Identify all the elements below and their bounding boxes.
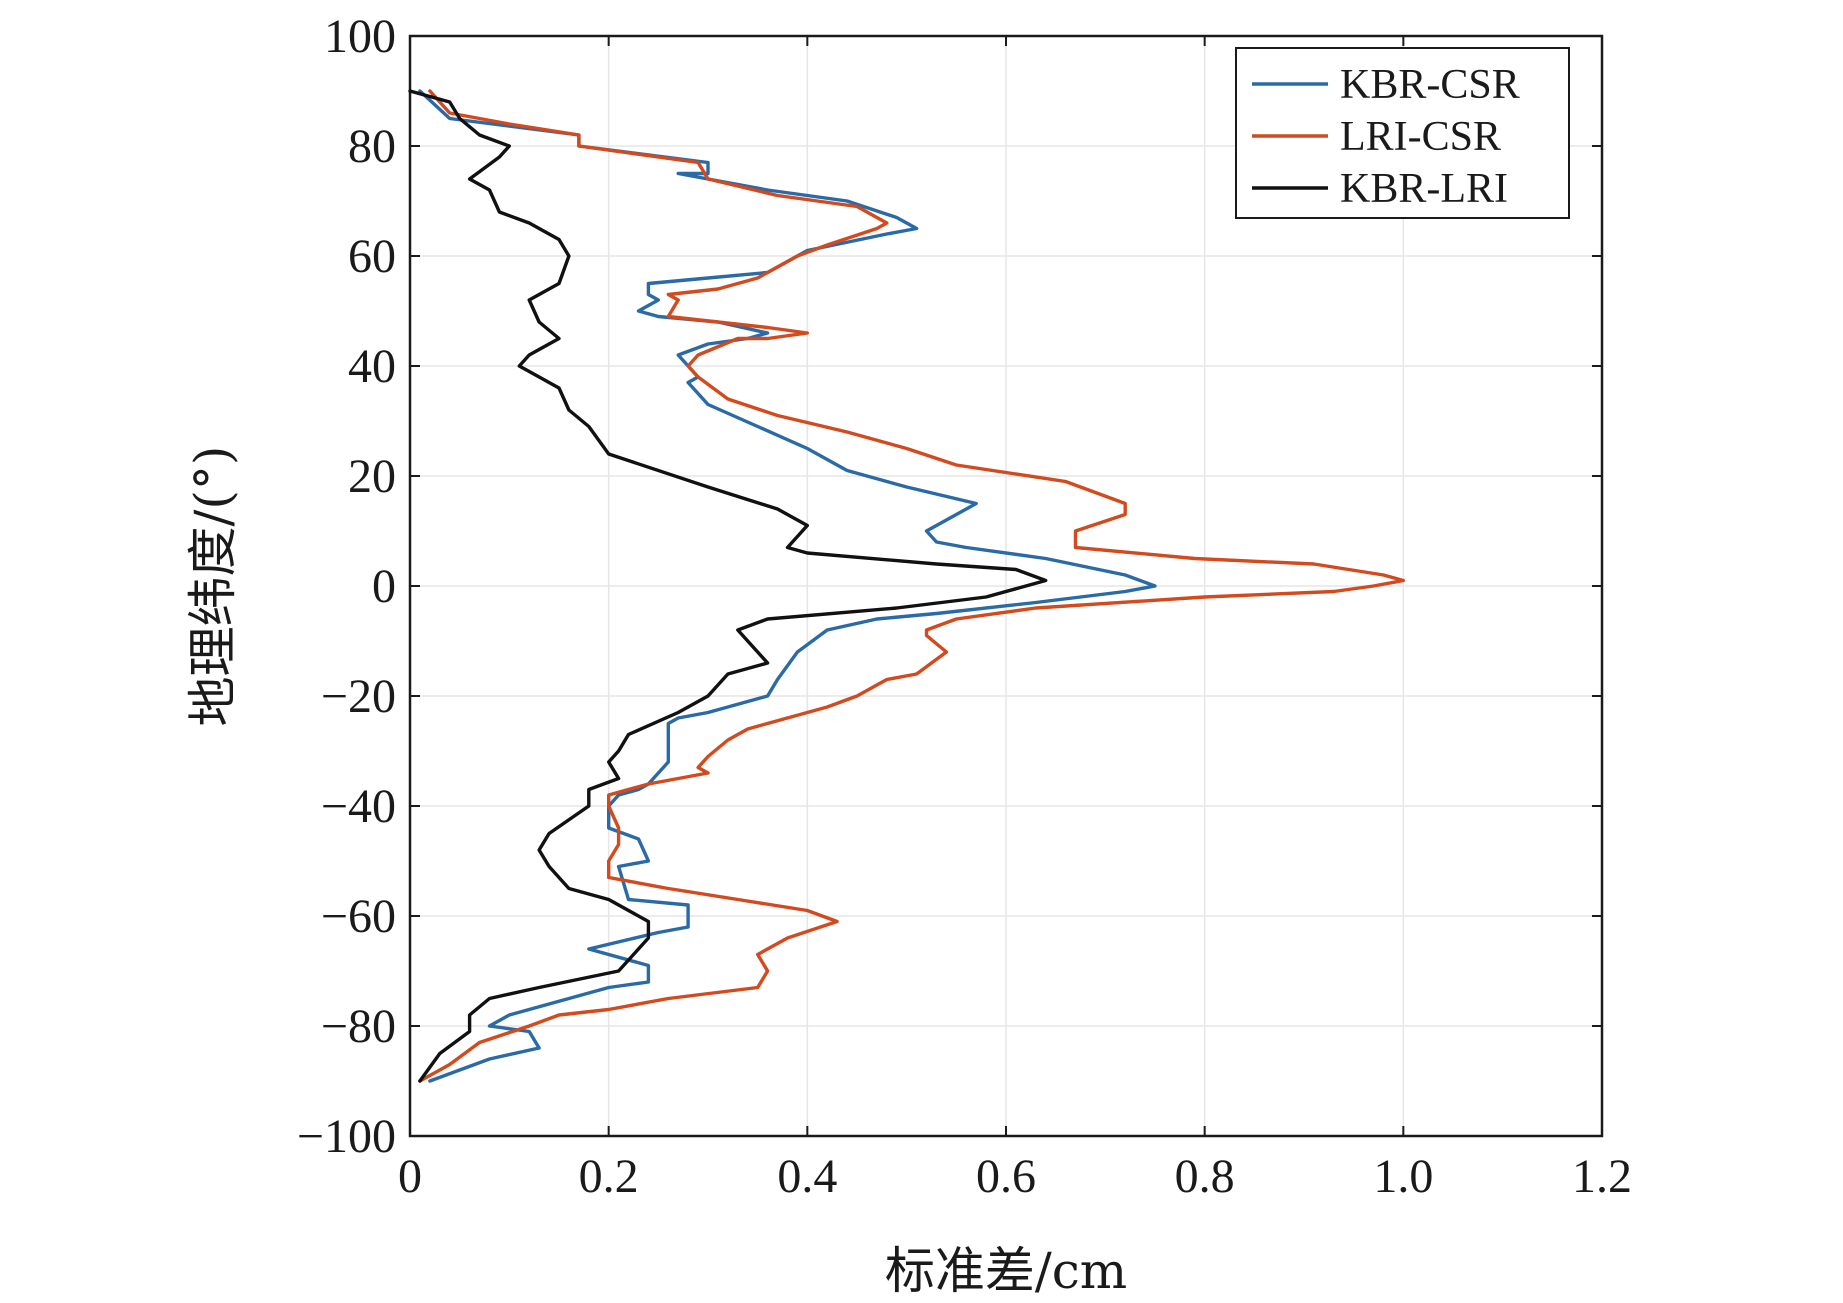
y-tick-label: 20 (348, 450, 396, 503)
y-axis-title: 地理纬度/(°) (184, 446, 242, 727)
x-axis-title: 标准差/cm (885, 1242, 1127, 1300)
legend-label-kbr-csr: KBR-CSR (1340, 62, 1520, 108)
x-tick-label: 0.6 (976, 1150, 1036, 1203)
x-tick-label: 0.8 (1175, 1150, 1235, 1203)
y-tick-label: 80 (348, 120, 396, 173)
series-layer (408, 89, 1406, 1083)
y-tick-label: −40 (321, 780, 396, 833)
y-tick-label: 60 (348, 230, 396, 283)
y-tick-label: −60 (321, 890, 396, 943)
y-tick-label: −100 (297, 1110, 396, 1163)
y-tick-label: −80 (321, 1000, 396, 1053)
legend-label-kbr-lri: KBR-LRI (1340, 166, 1508, 212)
y-tick-label: 100 (324, 10, 396, 63)
series-line-kbr-lri (408, 89, 1048, 1083)
legend: KBR-CSR LRI-CSR KBR-LRI (1235, 47, 1570, 219)
x-tick-label: 0.2 (579, 1150, 639, 1203)
x-tick-label: 0 (398, 1150, 422, 1203)
x-tick-label: 0.4 (777, 1150, 837, 1203)
series-line-lri-csr (418, 89, 1406, 1083)
legend-label-lri-csr: LRI-CSR (1340, 114, 1501, 160)
y-tick-label: 40 (348, 340, 396, 393)
x-tick-label: 1.2 (1572, 1150, 1632, 1203)
y-tick-label: 0 (372, 560, 396, 613)
x-tick-label: 1.0 (1373, 1150, 1433, 1203)
axis-ticks: 0 0.2 0.4 0.6 0.8 1.0 1.2 100 80 60 40 20 0 −20 −40 −60… (297, 10, 1632, 1203)
y-tick-label: −20 (321, 670, 396, 723)
